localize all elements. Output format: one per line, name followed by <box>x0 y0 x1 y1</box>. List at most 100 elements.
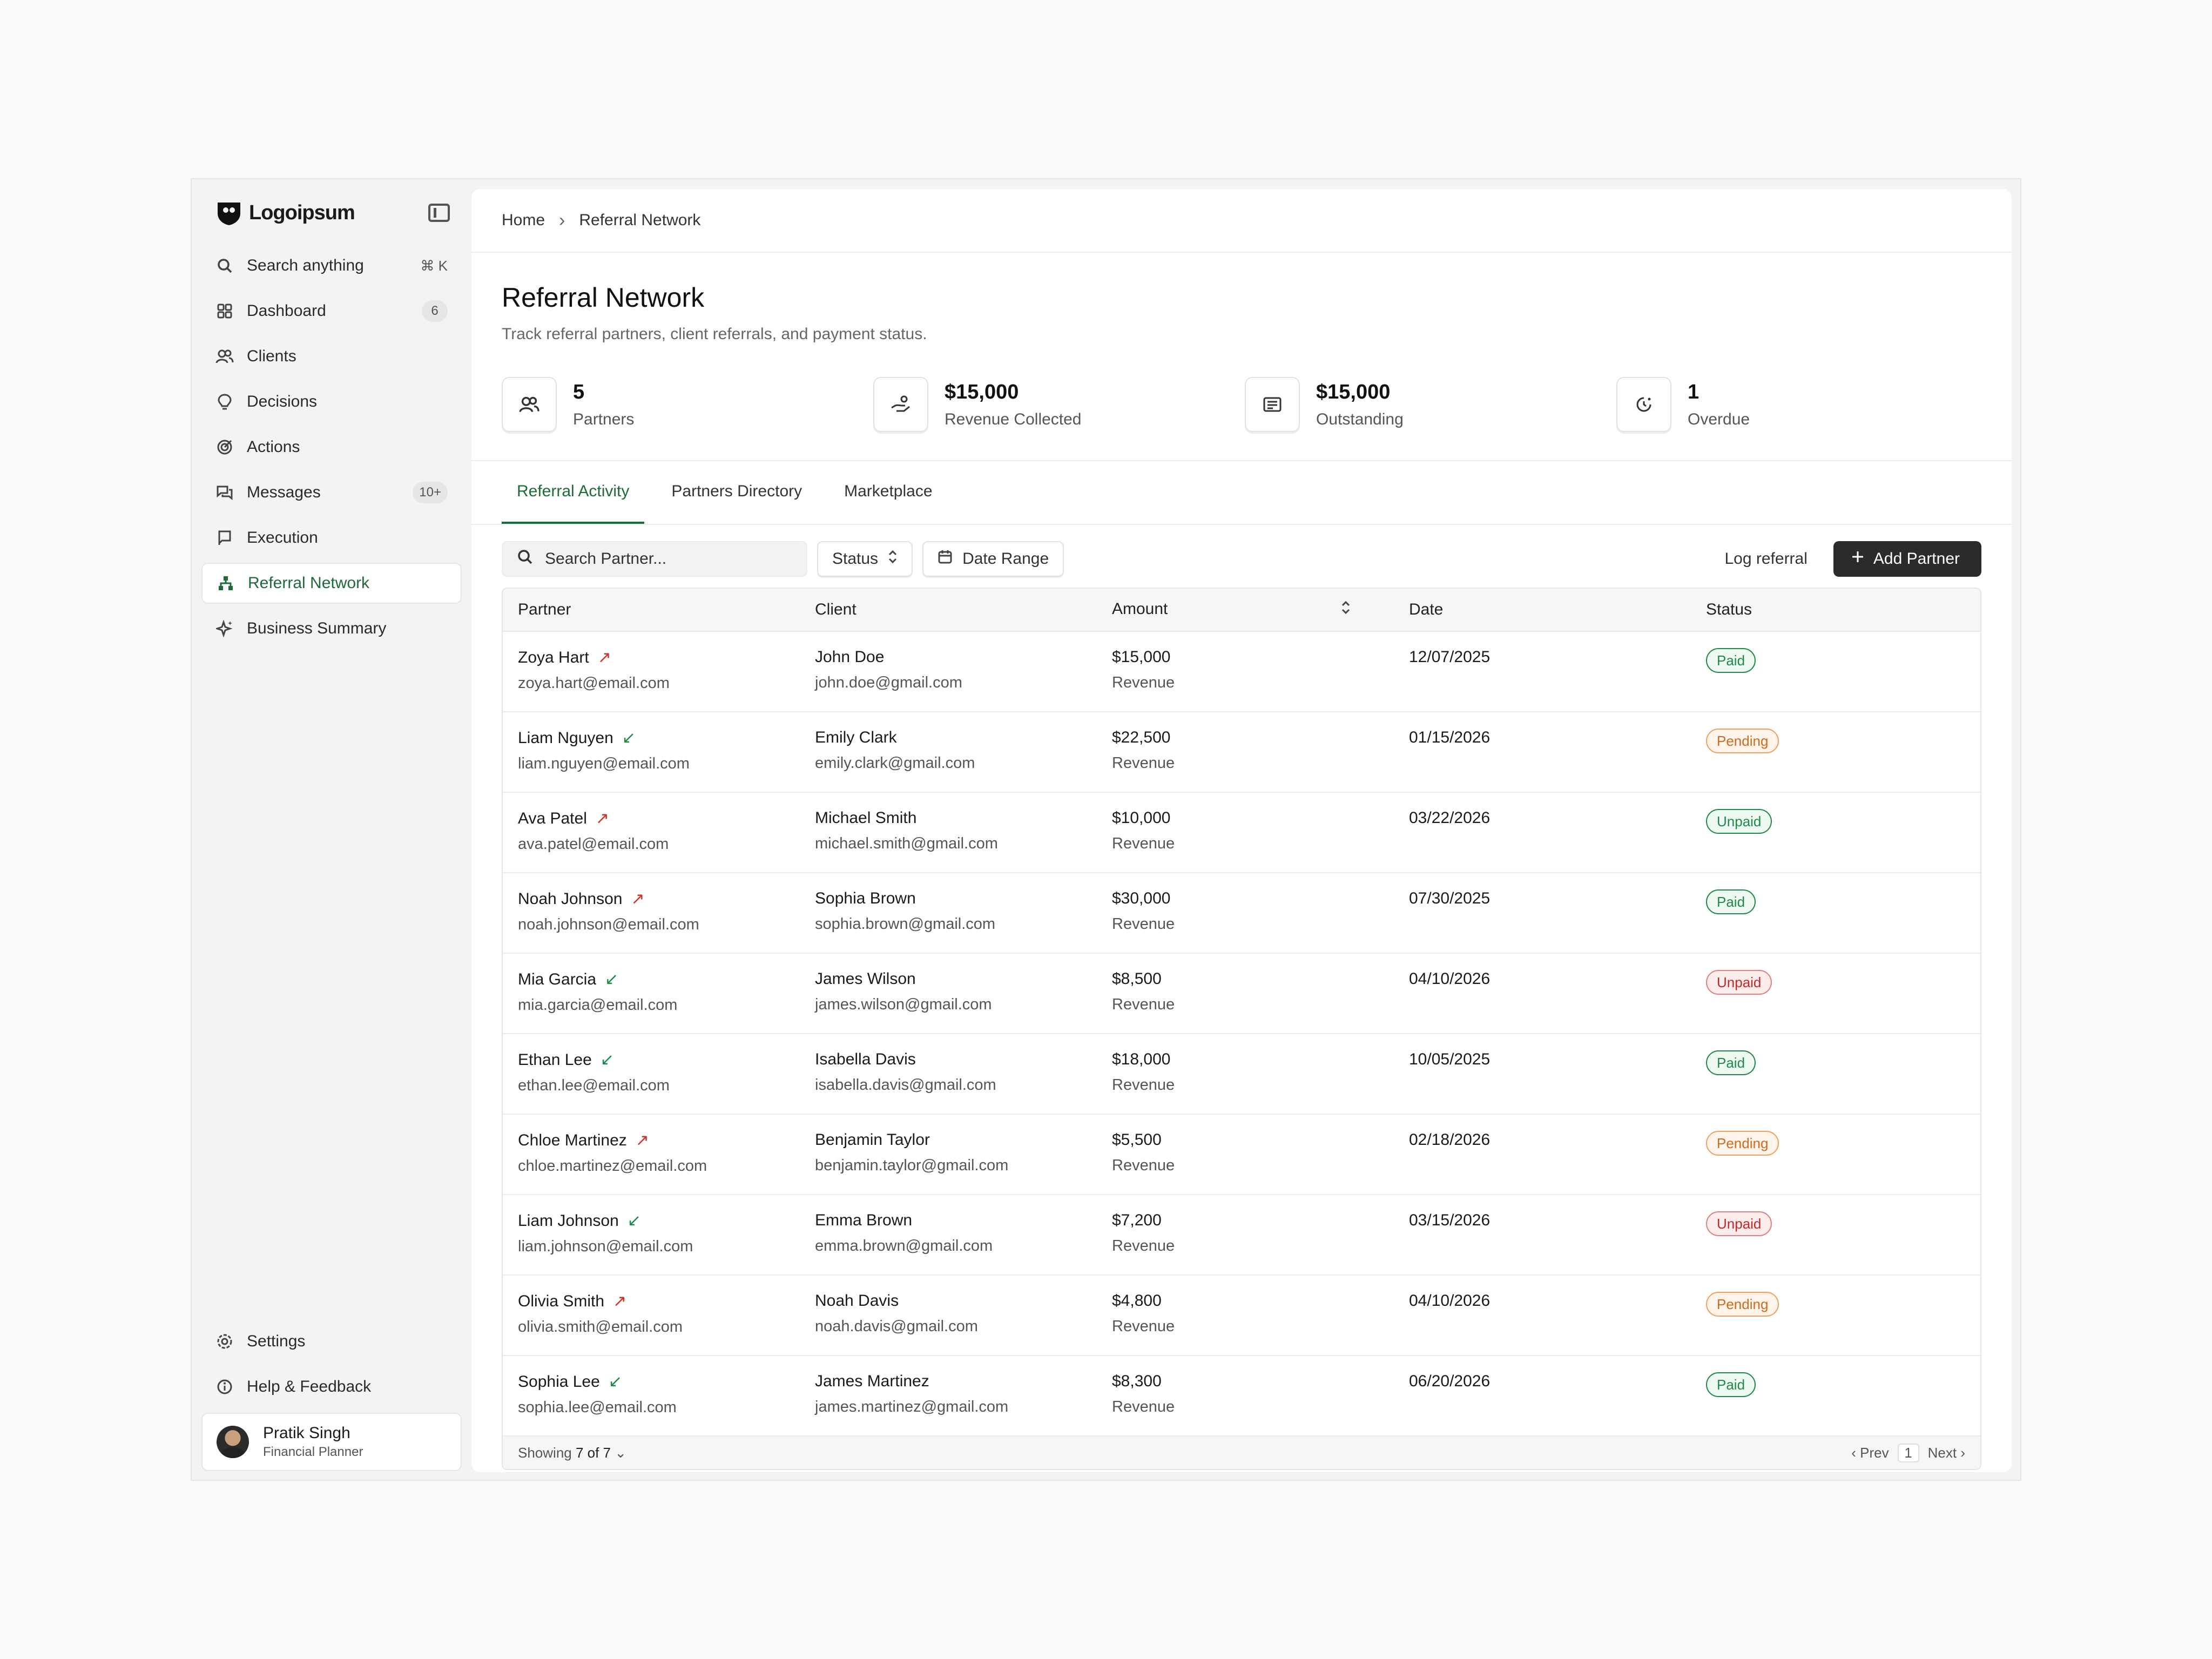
sidebar-toggle-icon[interactable] <box>428 204 450 222</box>
amount-type: Revenue <box>1112 1237 1175 1255</box>
column-header-client[interactable]: Client <box>815 601 857 618</box>
target-icon <box>215 438 234 456</box>
user-card[interactable]: Pratik Singh Financial Planner <box>201 1413 462 1471</box>
status-badge: Paid <box>1706 648 1756 673</box>
table-row[interactable]: Zoya Hart ↗ zoya.hart@email.com John Doe joh… <box>503 632 1980 712</box>
logo-icon <box>218 203 240 225</box>
sidebar-bottom: Settings Help & Feedback Pratik Singh Fi… <box>201 1321 462 1471</box>
add-partner-button[interactable]: Add Partner <box>1833 541 1981 577</box>
chevron-right-icon: › <box>559 210 565 231</box>
date-range-button[interactable]: Date Range <box>922 541 1064 577</box>
toolbar: Search Partner... Status Date Range Log … <box>471 525 2012 578</box>
column-header-date[interactable]: Date <box>1409 601 1444 618</box>
table-header: Partner Client Amount Date Status <box>503 589 1980 632</box>
amount-cell: $22,500 Revenue <box>1097 729 1394 792</box>
table-row[interactable]: Chloe Martinez ↗ chloe.martinez@email.com B… <box>503 1115 1980 1195</box>
avatar <box>217 1426 249 1458</box>
date-value: 03/15/2026 <box>1409 1211 1491 1229</box>
status-badge: Paid <box>1706 889 1756 914</box>
partner-email: chloe.martinez@email.com <box>518 1157 707 1175</box>
sidebar-item-messages[interactable]: Messages 10+ <box>201 472 462 513</box>
status-filter-button[interactable]: Status <box>817 541 913 577</box>
partner-name[interactable]: Sophia Lee <box>518 1372 600 1391</box>
stat-outstanding: $15,000 Outstanding <box>1215 377 1586 432</box>
breadcrumb-home[interactable]: Home <box>502 211 545 229</box>
amount-cell: $7,200 Revenue <box>1097 1211 1394 1274</box>
partner-name[interactable]: Liam Johnson <box>518 1211 619 1230</box>
table-row[interactable]: Liam Johnson ↙ liam.johnson@email.com Emma … <box>503 1195 1980 1276</box>
arrow-up-right-icon: ↗ <box>631 890 645 908</box>
add-partner-label: Add Partner <box>1873 550 1960 568</box>
sidebar-item-referral-network[interactable]: Referral Network <box>201 563 462 604</box>
logo-row: Logoipsum <box>201 190 462 235</box>
search-placeholder: Search Partner... <box>545 550 667 568</box>
sidebar-item-execution[interactable]: Execution <box>201 517 462 558</box>
tab-referral-activity[interactable]: Referral Activity <box>502 461 645 524</box>
column-header-partner[interactable]: Partner <box>518 601 571 618</box>
search-anything[interactable]: Search anything ⌘ K <box>201 245 462 286</box>
chevron-down-icon[interactable]: ⌄ <box>611 1444 627 1461</box>
sidebar-item-decisions[interactable]: Decisions <box>201 381 462 422</box>
client-name: John Doe <box>815 648 885 666</box>
table-row[interactable]: Olivia Smith ↗ olivia.smith@email.com Noah … <box>503 1276 1980 1356</box>
partner-name[interactable]: Mia Garcia <box>518 970 597 988</box>
client-email: noah.davis@gmail.com <box>815 1318 978 1335</box>
partner-cell: Liam Johnson ↙ liam.johnson@email.com <box>503 1211 800 1274</box>
sidebar-nav: Search anything ⌘ K Dashboard 6 Clients <box>201 245 462 649</box>
partner-email: ava.patel@email.com <box>518 835 669 853</box>
search-icon <box>517 549 533 569</box>
table-row[interactable]: Mia Garcia ↙ mia.garcia@email.com James Wil… <box>503 954 1980 1034</box>
tab-marketplace[interactable]: Marketplace <box>844 482 933 500</box>
table-row[interactable]: Noah Johnson ↗ noah.johnson@email.com Sophi… <box>503 873 1980 954</box>
partner-name[interactable]: Ava Patel <box>518 809 587 827</box>
app-window: Logoipsum Search anything ⌘ K Dashboard … <box>191 178 2021 1481</box>
chevron-updown-icon <box>888 549 898 569</box>
column-header-amount[interactable]: Amount <box>1097 600 1394 619</box>
stats-row: 5 Partners $15,000 Revenue Collected $ <box>471 377 2012 461</box>
stat-value: 5 <box>573 380 585 403</box>
arrow-up-right-icon: ↗ <box>613 1292 627 1310</box>
partner-name[interactable]: Chloe Martinez <box>518 1131 627 1149</box>
date-value: 10/05/2025 <box>1409 1050 1491 1068</box>
table-row[interactable]: Ethan Lee ↙ ethan.lee@email.com Isabella Da… <box>503 1034 1980 1115</box>
sidebar-item-help[interactable]: Help & Feedback <box>201 1366 462 1407</box>
client-name: Benjamin Taylor <box>815 1131 930 1149</box>
client-email: sophia.brown@gmail.com <box>815 915 996 933</box>
partner-name[interactable]: Noah Johnson <box>518 889 623 908</box>
sidebar-item-clients[interactable]: Clients <box>201 336 462 377</box>
showing-label: Showing <box>518 1444 572 1461</box>
status-badge: Unpaid <box>1706 970 1772 995</box>
page-number[interactable]: 1 <box>1897 1443 1919 1462</box>
date-range-label: Date Range <box>962 550 1049 568</box>
amount-value: $15,000 <box>1112 648 1171 666</box>
partner-name[interactable]: Zoya Hart <box>518 648 589 666</box>
status-badge: Pending <box>1706 729 1779 753</box>
table-row[interactable]: Liam Nguyen ↙ liam.nguyen@email.com Emily C… <box>503 712 1980 793</box>
table-row[interactable]: Ava Patel ↗ ava.patel@email.com Michael Smi… <box>503 793 1980 873</box>
sidebar-item-dashboard[interactable]: Dashboard 6 <box>201 291 462 332</box>
prev-button[interactable]: ‹ Prev <box>1851 1444 1889 1461</box>
page-size-select[interactable]: 7 of 7 <box>575 1444 611 1461</box>
amount-type: Revenue <box>1112 996 1175 1013</box>
column-header-status[interactable]: Status <box>1706 601 1752 618</box>
stat-partners: 5 Partners <box>471 377 843 432</box>
partner-email: ethan.lee@email.com <box>518 1077 670 1094</box>
tab-partners-directory[interactable]: Partners Directory <box>671 482 802 500</box>
log-referral-button[interactable]: Log referral <box>1724 550 1808 568</box>
partner-name[interactable]: Ethan Lee <box>518 1050 592 1069</box>
partner-name[interactable]: Liam Nguyen <box>518 729 613 747</box>
partner-name[interactable]: Olivia Smith <box>518 1292 605 1310</box>
logo[interactable]: Logoipsum <box>215 199 355 226</box>
client-email: emily.clark@gmail.com <box>815 754 975 772</box>
table-row[interactable]: Sophia Lee ↙ sophia.lee@email.com James Mar… <box>503 1356 1980 1437</box>
client-cell: Isabella Davis isabella.davis@gmail.com <box>800 1050 1097 1114</box>
sidebar-item-actions[interactable]: Actions <box>201 427 462 468</box>
sort-icon[interactable] <box>1341 600 1351 619</box>
partner-name-line: Zoya Hart ↗ <box>518 648 800 667</box>
sidebar-item-business-summary[interactable]: Business Summary <box>201 608 462 649</box>
sidebar-item-settings[interactable]: Settings <box>201 1321 462 1362</box>
stat-value: $15,000 <box>1316 380 1391 403</box>
next-button[interactable]: Next › <box>1927 1444 1965 1461</box>
gear-icon <box>215 1332 234 1351</box>
search-input[interactable]: Search Partner... <box>502 541 807 577</box>
